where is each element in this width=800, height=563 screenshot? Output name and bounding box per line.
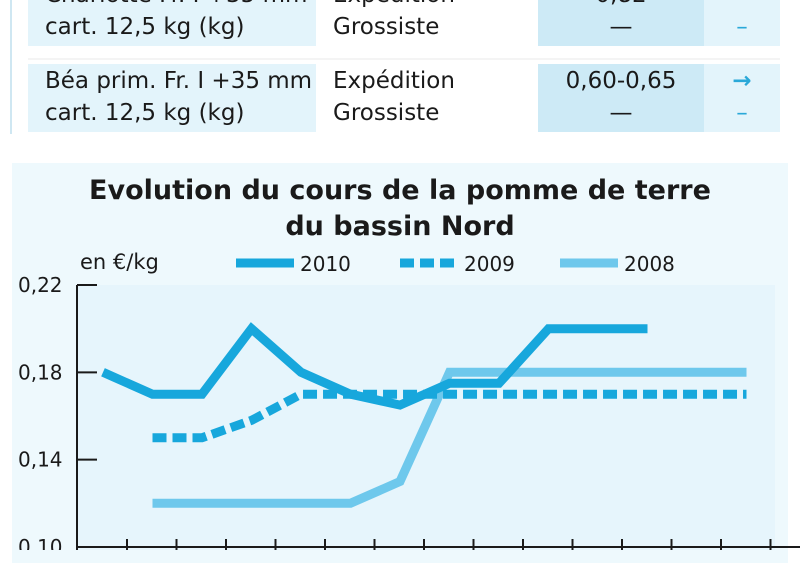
product-packaging: cart. 12,5 kg (kg) <box>45 100 245 126</box>
line-chart: 0,22 0,18 0,14 0,10 2010 2009 2008 <box>18 252 800 550</box>
legend-label-2009: 2009 <box>464 252 515 276</box>
stage-cell: Expédition Grossiste <box>316 64 538 132</box>
trend-arrow-icon: → <box>704 0 780 10</box>
price-table: Charlotte Fr. I +35 mm cart. 12,5 kg (kg… <box>0 0 800 140</box>
trend-cell: → – <box>704 64 780 132</box>
product-name: Charlotte Fr. I +35 mm <box>45 0 307 10</box>
product-packaging: cart. 12,5 kg (kg) <box>45 14 245 40</box>
y-axis-unit-label: en €/kg <box>80 250 159 274</box>
stage-grossiste: Grossiste <box>333 100 440 126</box>
trend-cell: → – <box>704 0 780 46</box>
trend-dash: – <box>736 14 748 40</box>
stage-grossiste: Grossiste <box>333 14 440 40</box>
series-line-2009 <box>152 389 747 443</box>
y-tick-label: 0,10 <box>18 535 63 550</box>
stage-expedition: Expédition <box>333 68 455 94</box>
y-tick-label: 0,18 <box>18 360 63 384</box>
price-expedition: 0,60-0,65 <box>565 68 677 94</box>
table-left-border <box>10 0 12 134</box>
row-separator <box>28 58 780 60</box>
series-line-2010 <box>101 322 648 410</box>
legend-label-2008: 2008 <box>624 252 675 276</box>
trend-arrow-icon: → <box>732 68 752 94</box>
table-row: Charlotte Fr. I +35 mm cart. 12,5 kg (kg… <box>28 0 780 46</box>
legend-label-2010: 2010 <box>300 252 351 276</box>
chart-title: Evolution du cours de la pomme de terre <box>89 175 711 206</box>
product-cell: Béa prim. Fr. I +35 mm cart. 12,5 kg (kg… <box>28 64 316 132</box>
stage-cell: Expédition Grossiste <box>316 0 538 46</box>
stage-expedition: Expédition <box>333 0 455 10</box>
price-grossiste: — <box>609 14 633 40</box>
trend-dash: – <box>736 100 748 126</box>
product-name: Béa prim. Fr. I +35 mm <box>45 68 313 94</box>
series-line-2008 <box>152 367 747 508</box>
price-grossiste: — <box>609 100 633 126</box>
price-expedition: 0,82 <box>538 0 704 10</box>
table-row: Béa prim. Fr. I +35 mm cart. 12,5 kg (kg… <box>28 64 780 132</box>
chart-subtitle: du bassin Nord <box>285 211 515 242</box>
price-cell: 0,60-0,65 — <box>538 64 704 132</box>
price-cell: 0,82 — <box>538 0 704 46</box>
y-tick-label: 0,14 <box>18 448 63 472</box>
product-cell: Charlotte Fr. I +35 mm cart. 12,5 kg (kg… <box>28 0 316 46</box>
y-tick-label: 0,22 <box>18 273 63 297</box>
